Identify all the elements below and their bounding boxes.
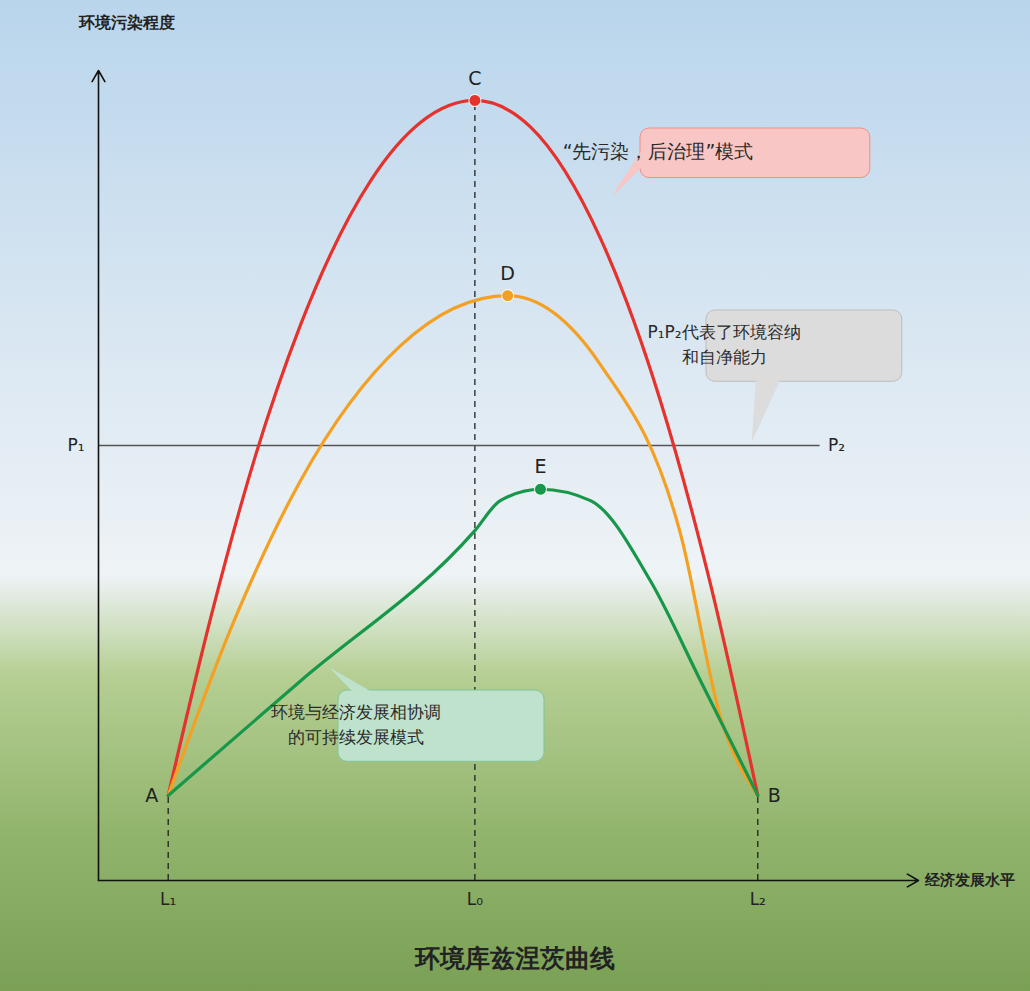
svg-text:经济发展水平: 经济发展水平 [924,871,1015,889]
svg-text:D: D [500,262,515,284]
svg-text:P₁: P₁ [67,435,84,455]
html-text:环境库兹涅茨曲线: 环境库兹涅茨曲线 [415,944,615,973]
svg-text:A: A [145,784,158,806]
svg-text:环境与经济发展相协调的可持续发展模式: 环境与经济发展相协调的可持续发展模式 [271,702,441,747]
svg-text:P₂: P₂ [828,435,845,455]
svg-text:“先污染，后治理”模式: “先污染，后治理”模式 [563,140,754,162]
svg-text:C: C [468,67,481,89]
svg-text:L₂: L₂ [750,889,766,909]
svg-text:L₀: L₀ [467,889,483,909]
svg-text:L₁: L₁ [160,889,176,909]
svg-text:B: B [768,784,781,806]
svg-text:环境污染程度: 环境污染程度 [78,13,175,32]
svg-text:E: E [534,455,546,477]
svg-text:P₁P₂代表了环境容纳和自净能力: P₁P₂代表了环境容纳和自净能力 [647,322,800,367]
